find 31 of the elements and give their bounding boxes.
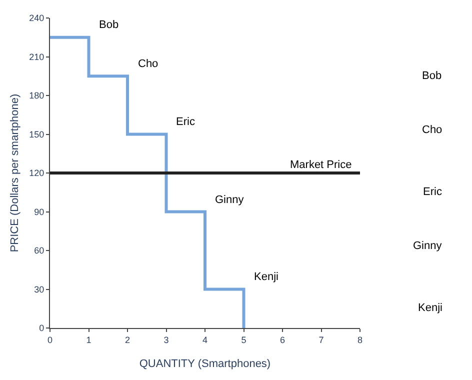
annotation: Eric xyxy=(176,116,196,128)
y-tick-label: 60 xyxy=(34,246,44,256)
y-tick-label: 30 xyxy=(34,284,44,294)
y-tick-label: 180 xyxy=(29,90,44,101)
text: Cho xyxy=(422,124,442,136)
x-tick-label: 6 xyxy=(280,334,286,345)
y-tick-label: 240 xyxy=(29,13,44,24)
annotation: Bob xyxy=(99,19,119,31)
x-tick-label: 4 xyxy=(202,334,208,345)
y-tick-label: 0 xyxy=(39,323,44,334)
y-tick-label: 210 xyxy=(29,52,44,62)
x-tick-label: 0 xyxy=(47,334,53,345)
x-tick-label: 8 xyxy=(357,334,363,345)
y-tick-label: 90 xyxy=(34,206,44,217)
x-tick-label: 5 xyxy=(241,334,246,345)
text: Ginny xyxy=(413,240,442,252)
y-tick-label: 150 xyxy=(29,129,44,140)
x-tick-label: 1 xyxy=(86,334,92,345)
y-axis-title: PRICE (Dollars per smartphone) xyxy=(8,94,21,252)
y-tick-label: 120 xyxy=(29,168,44,178)
text: Eric xyxy=(423,186,442,198)
x-tick-label: 3 xyxy=(164,334,169,345)
ref-line-label: Market Price xyxy=(290,159,352,171)
annotation: Kenji xyxy=(254,271,278,283)
x-tick-label: 7 xyxy=(318,334,324,345)
text: Bob xyxy=(422,70,442,82)
x-tick-label: 2 xyxy=(124,334,130,345)
text: Kenji xyxy=(418,302,442,314)
x-axis-title: QUANTITY (Smartphones) xyxy=(139,358,271,370)
annotation: Ginny xyxy=(215,194,244,206)
annotation: Cho xyxy=(138,58,158,70)
